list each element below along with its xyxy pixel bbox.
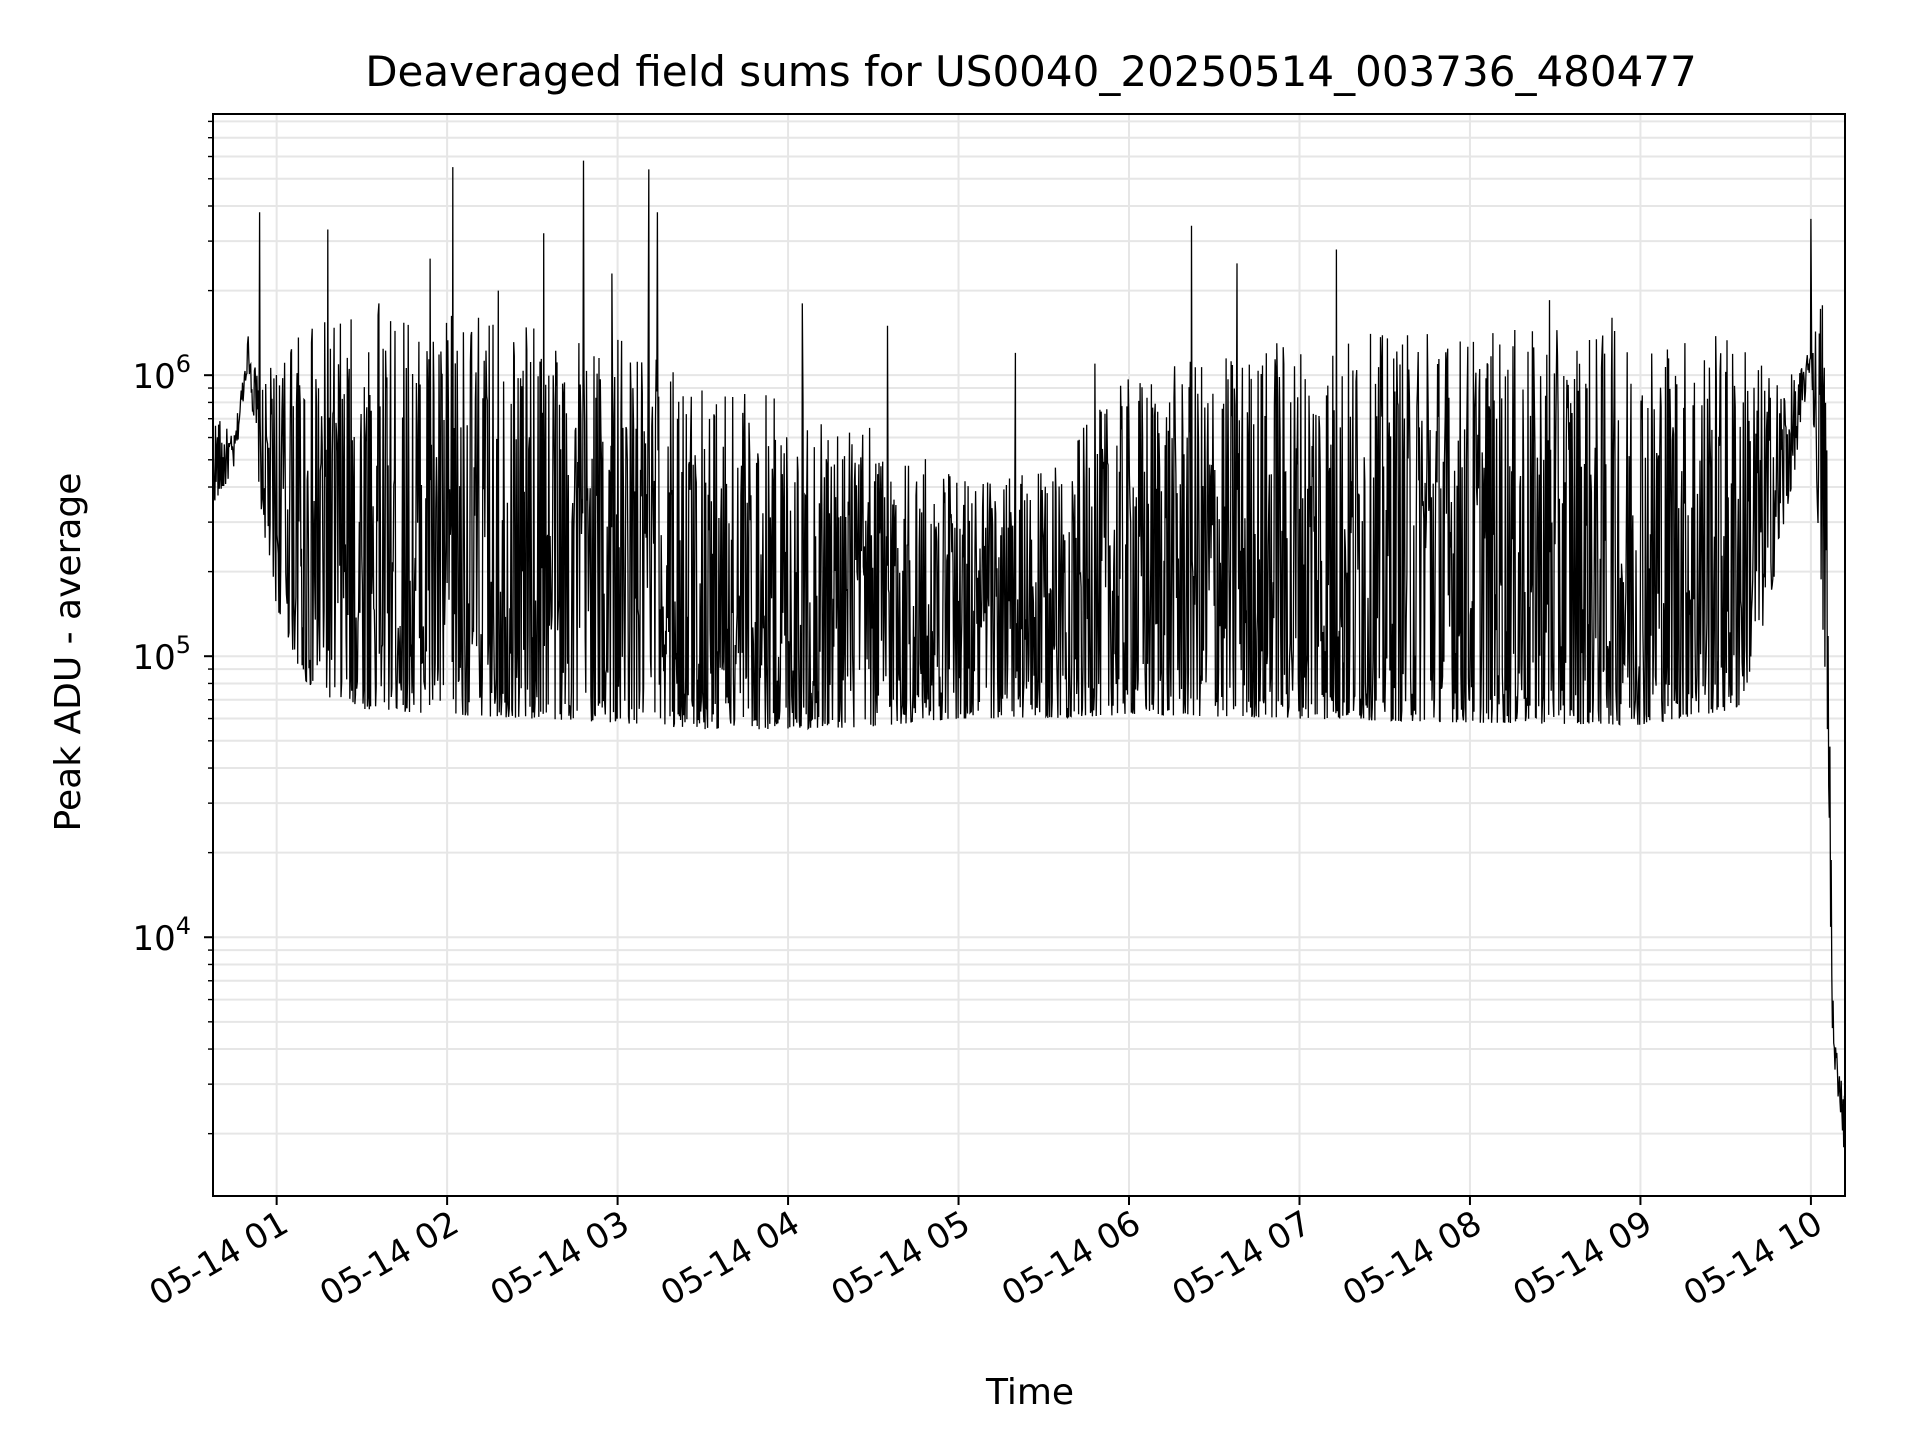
plot-area [213,160,1845,1161]
x-tick-label: 05-14 05 [825,1203,977,1314]
y-tick-label: 105 [132,631,191,678]
y-tick-label: 104 [132,912,191,959]
y-axis-title: Peak ADU - average [48,473,89,832]
x-tick-label: 05-14 03 [484,1203,636,1314]
x-tick-label: 05-14 08 [1336,1203,1488,1314]
x-tick-label: 05-14 02 [313,1203,465,1314]
chart-title: Deaveraged field sums for US0040_2025051… [365,47,1697,96]
x-tick-label: 05-14 10 [1677,1203,1829,1314]
x-tick-label: 05-14 04 [654,1203,806,1314]
plot-frame [212,113,1846,1197]
x-tick-label: 05-14 09 [1507,1203,1659,1314]
y-tick-label: 106 [132,350,191,397]
x-axis-title: Time [985,1372,1074,1413]
x-tick-label: 05-14 01 [143,1203,295,1314]
series-line [213,160,1845,1161]
grid [213,114,1845,1196]
x-tick-label: 05-14 07 [1166,1203,1318,1314]
x-tick-label: 05-14 06 [995,1203,1147,1314]
